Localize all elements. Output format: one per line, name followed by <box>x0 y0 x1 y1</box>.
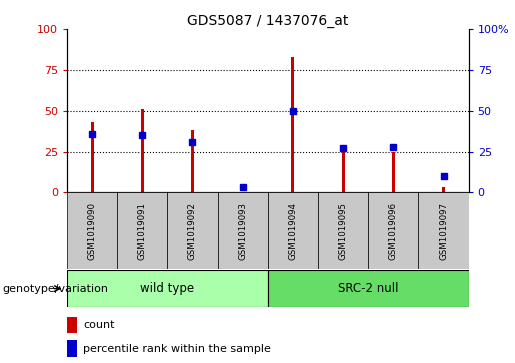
Bar <box>341 152 345 192</box>
Bar <box>67 340 77 357</box>
Bar <box>442 188 445 192</box>
Bar <box>67 192 117 269</box>
Text: genotype/variation: genotype/variation <box>3 284 109 294</box>
Bar <box>368 192 418 269</box>
Bar <box>218 192 268 269</box>
Bar <box>318 192 368 269</box>
Text: GSM1019097: GSM1019097 <box>439 201 448 260</box>
Text: GSM1019094: GSM1019094 <box>288 201 297 260</box>
Bar <box>268 192 318 269</box>
Text: GSM1019092: GSM1019092 <box>188 201 197 260</box>
Text: GSM1019090: GSM1019090 <box>88 201 96 260</box>
Bar <box>191 130 194 192</box>
Bar <box>268 270 469 307</box>
Bar <box>117 192 167 269</box>
Title: GDS5087 / 1437076_at: GDS5087 / 1437076_at <box>187 14 349 28</box>
Text: GSM1019095: GSM1019095 <box>339 201 348 260</box>
Bar <box>91 122 94 192</box>
Bar <box>392 152 395 192</box>
Text: GSM1019096: GSM1019096 <box>389 201 398 260</box>
Bar <box>67 317 77 333</box>
Bar <box>167 192 217 269</box>
Text: wild type: wild type <box>140 282 195 295</box>
Bar <box>291 57 295 192</box>
Text: GSM1019091: GSM1019091 <box>138 201 147 260</box>
Text: GSM1019093: GSM1019093 <box>238 201 247 260</box>
Bar <box>418 192 469 269</box>
Text: SRC-2 null: SRC-2 null <box>338 282 399 295</box>
Bar <box>67 270 268 307</box>
Text: count: count <box>83 321 114 330</box>
Text: percentile rank within the sample: percentile rank within the sample <box>83 344 271 354</box>
Bar <box>141 109 144 192</box>
